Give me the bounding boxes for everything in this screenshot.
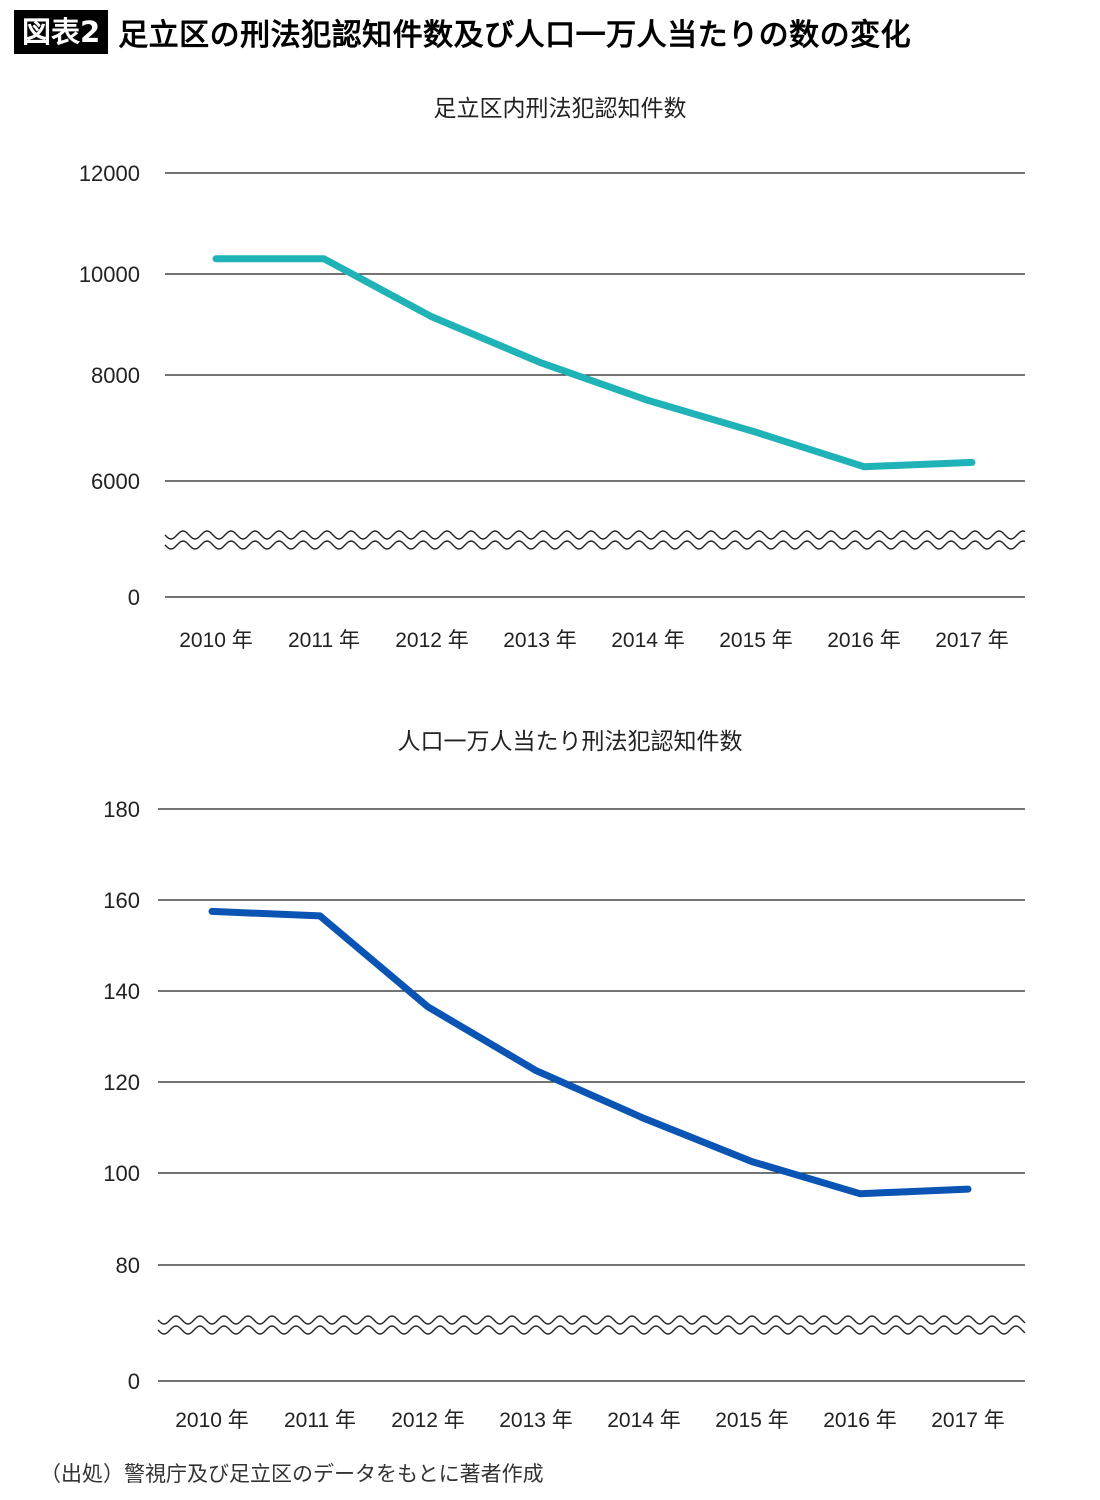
x-tick-label: 2012 年 <box>391 1409 465 1432</box>
x-tick-label: 2010 年 <box>175 1409 249 1432</box>
x-axis: 2010 年 2011 年 2012 年 2013 年 2014 年 2015 年 2016… <box>175 1409 1005 1432</box>
x-tick-label: 2013 年 <box>499 1409 573 1432</box>
y-tick-label: 120 <box>103 1070 140 1095</box>
series-line <box>212 255 976 471</box>
y-tick-label: 0 <box>128 1369 140 1394</box>
y-tick-label: 10000 <box>79 262 140 287</box>
axis-break <box>157 1315 1026 1335</box>
x-tick-label: 2014 年 <box>611 629 685 652</box>
x-tick-label: 2017 年 <box>931 1409 1005 1432</box>
figure-badge: 図表2 <box>14 10 109 54</box>
grid-lines <box>165 172 1025 598</box>
x-tick-label: 2016 年 <box>827 629 901 652</box>
x-tick-label: 2017 年 <box>935 629 1009 652</box>
x-tick-label: 2013 年 <box>503 629 577 652</box>
y-axis: 0 80 100 120 140 160 180 <box>103 797 140 1394</box>
series-layer <box>208 907 972 1198</box>
source-note: （出処）警視庁及び足立区のデータをもとに著者作成 <box>40 1462 544 1486</box>
axis-break-wave <box>164 540 1026 550</box>
x-tick-label: 2011 年 <box>288 629 360 652</box>
y-tick-label: 6000 <box>91 469 140 494</box>
y-tick-label: 160 <box>103 888 140 913</box>
series-line <box>208 907 972 1198</box>
x-tick-label: 2015 年 <box>719 629 793 652</box>
y-tick-label: 100 <box>103 1161 140 1186</box>
axis-break <box>164 530 1026 550</box>
y-tick-label: 12000 <box>79 161 140 186</box>
grid-lines <box>158 808 1025 1382</box>
x-tick-label: 2011 年 <box>284 1409 356 1432</box>
x-tick-label: 2015 年 <box>715 1409 789 1432</box>
x-tick-label: 2014 年 <box>607 1409 681 1432</box>
x-tick-label: 2012 年 <box>395 629 469 652</box>
chart-title: 人口一万人当たり刑法犯認知件数 <box>398 728 743 754</box>
y-tick-label: 140 <box>103 979 140 1004</box>
x-axis: 2010 年 2011 年 2012 年 2013 年 2014 年 2015 年 2016… <box>179 629 1009 652</box>
axis-break-wave <box>157 1315 1026 1325</box>
chart-title: 足立区内刑法犯認知件数 <box>434 95 687 121</box>
series-layer <box>212 255 976 471</box>
y-axis: 0 6000 8000 10000 12000 <box>79 161 140 610</box>
figure-title: 足立区の刑法犯認知件数及び人口一万人当たりの数の変化 <box>118 18 912 53</box>
y-tick-label: 0 <box>128 585 140 610</box>
x-tick-label: 2010 年 <box>179 629 253 652</box>
y-tick-label: 8000 <box>91 363 140 388</box>
y-tick-label: 80 <box>116 1253 140 1278</box>
figure-header: 図表2 足立区の刑法犯認知件数及び人口一万人当たりの数の変化 <box>14 10 911 54</box>
axis-break-wave <box>164 530 1026 540</box>
y-tick-label: 180 <box>103 797 140 822</box>
axis-break-wave <box>157 1325 1026 1335</box>
x-tick-label: 2016 年 <box>823 1409 897 1432</box>
chart-per-10000: 人口一万人当たり刑法犯認知件数 0 80 100 120 140 160 180 2010 … <box>103 728 1026 1432</box>
